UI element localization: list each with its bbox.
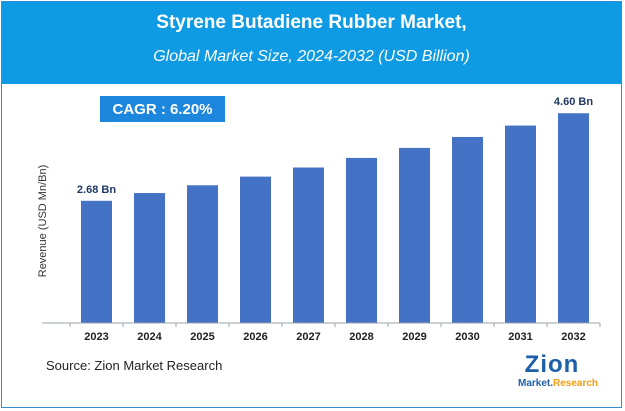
x-tick-label-2023: 2023 [84,331,108,343]
bar-2025 [187,185,218,323]
bar-2026 [240,176,271,323]
bar-2031 [505,125,536,323]
chart-title: Styrene Butadiene Rubber Market, [156,12,467,33]
logo-subtitle: Market.Research [518,378,598,389]
x-tick-label-2030: 2030 [455,331,479,343]
bar-2024 [134,193,165,323]
chart-subtitle: Global Market Size, 2024-2032 (USD Billi… [153,48,470,65]
x-tick-label-2032: 2032 [561,331,585,343]
x-tick-label-2028: 2028 [349,331,373,343]
data-label-2032: 4.60 Bn [554,96,593,108]
bar-2027 [293,167,324,323]
x-tick-label-2025: 2025 [190,331,214,343]
source-note: Source: Zion Market Research [46,358,223,373]
x-tick-label-2024: 2024 [137,331,162,343]
data-label-2023: 2.68 Bn [77,184,116,196]
y-axis-label: Revenue (USD Mn/Bn) [37,165,49,278]
logo-sub-accent: Research [553,378,599,389]
zion-logo: Zion Market.Research [518,351,598,394]
bar-2032 [558,113,589,324]
logo-sub-main: Market. [518,378,554,389]
x-tick-label-2031: 2031 [508,331,532,343]
logo-word: Zion [524,351,580,378]
header-banner: Styrene Butadiene Rubber Market, Global … [2,2,621,84]
x-tick-label-2026: 2026 [243,331,267,343]
bar-2030 [452,136,483,323]
x-tick-label-2029: 2029 [402,331,426,343]
bar-2023 [81,200,112,323]
x-tick-label-2027: 2027 [296,331,320,343]
bar-2029 [399,147,430,323]
cagr-badge: CAGR : 6.20% [100,96,225,122]
bar-2028 [346,157,377,323]
